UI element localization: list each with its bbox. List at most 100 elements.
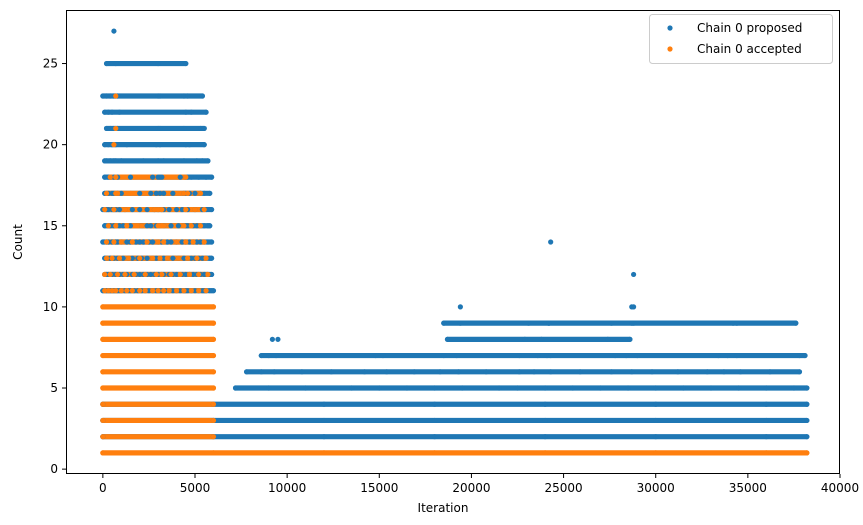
data-point-accepted bbox=[168, 271, 174, 278]
data-point-proposed bbox=[373, 352, 379, 359]
data-point-proposed bbox=[185, 93, 191, 99]
data-point-proposed bbox=[194, 158, 200, 164]
data-point-accepted bbox=[210, 385, 217, 391]
data-point-proposed bbox=[577, 369, 583, 375]
legend-label-proposed: Chain 0 proposed bbox=[697, 21, 802, 35]
data-point-proposed bbox=[275, 336, 281, 342]
data-point-proposed bbox=[542, 434, 548, 440]
data-point-proposed bbox=[266, 352, 272, 359]
data-point-proposed bbox=[623, 352, 629, 359]
data-point-proposed bbox=[653, 385, 659, 391]
data-point-proposed bbox=[105, 206, 111, 213]
data-point-proposed bbox=[170, 255, 176, 261]
data-point-proposed bbox=[454, 352, 460, 359]
data-point-accepted bbox=[102, 271, 108, 278]
data-point-proposed bbox=[431, 434, 438, 440]
data-point-accepted bbox=[164, 255, 170, 261]
data-point-proposed bbox=[183, 142, 189, 148]
data-point-proposed bbox=[183, 109, 189, 115]
data-point-accepted bbox=[109, 255, 115, 261]
data-point-accepted bbox=[111, 239, 117, 245]
data-point-accepted bbox=[105, 223, 111, 229]
data-point-proposed bbox=[767, 369, 773, 375]
data-point-accepted bbox=[100, 385, 106, 391]
data-point-proposed bbox=[181, 255, 187, 261]
data-point-proposed bbox=[629, 369, 635, 375]
data-point-proposed bbox=[269, 336, 275, 342]
legend-marker-proposed bbox=[667, 25, 673, 31]
data-point-proposed bbox=[441, 352, 447, 359]
data-point-proposed bbox=[179, 206, 185, 213]
data-point-proposed bbox=[737, 369, 744, 375]
data-point-proposed bbox=[129, 255, 135, 261]
y-tick-label: 20 bbox=[43, 138, 58, 152]
data-point-proposed bbox=[496, 385, 502, 391]
data-point-accepted bbox=[102, 288, 108, 294]
data-point-proposed bbox=[113, 60, 119, 67]
data-point-accepted bbox=[159, 271, 165, 278]
data-point-proposed bbox=[232, 385, 239, 391]
axes-frame bbox=[66, 10, 840, 474]
data-point-proposed bbox=[157, 190, 163, 196]
data-point-accepted bbox=[201, 239, 207, 245]
data-point-proposed bbox=[113, 158, 119, 164]
data-point-proposed bbox=[199, 255, 205, 261]
data-point-proposed bbox=[100, 93, 106, 99]
data-point-proposed bbox=[266, 385, 272, 391]
data-point-accepted bbox=[118, 239, 124, 245]
data-point-accepted bbox=[129, 288, 135, 294]
data-point-accepted bbox=[137, 255, 143, 261]
data-point-proposed bbox=[404, 385, 410, 391]
data-point-accepted bbox=[210, 450, 217, 456]
data-point-proposed bbox=[199, 93, 205, 99]
data-point-proposed bbox=[183, 271, 189, 278]
data-point-accepted bbox=[166, 288, 172, 294]
data-point-proposed bbox=[124, 239, 130, 245]
data-point-accepted bbox=[150, 255, 156, 261]
data-point-proposed bbox=[103, 93, 110, 99]
data-point-accepted bbox=[124, 223, 130, 229]
data-point-proposed bbox=[107, 93, 113, 99]
data-point-proposed bbox=[522, 336, 528, 342]
data-point-accepted bbox=[100, 417, 106, 424]
data-point-proposed bbox=[168, 239, 174, 245]
data-point-accepted bbox=[100, 320, 106, 326]
data-point-proposed bbox=[542, 385, 548, 391]
data-point-proposed bbox=[544, 352, 550, 359]
data-point-proposed bbox=[349, 385, 355, 391]
data-point-accepted bbox=[113, 223, 119, 229]
data-point-accepted bbox=[127, 190, 134, 196]
data-point-accepted bbox=[118, 288, 124, 294]
data-point-proposed bbox=[207, 223, 213, 229]
data-point-proposed bbox=[105, 142, 111, 148]
data-point-proposed bbox=[201, 125, 207, 132]
data-point-accepted bbox=[431, 450, 438, 456]
data-point-proposed bbox=[796, 369, 803, 375]
data-point-proposed bbox=[177, 174, 183, 180]
data-point-accepted bbox=[113, 93, 119, 99]
data-point-proposed bbox=[734, 320, 740, 326]
data-point-proposed bbox=[208, 239, 215, 245]
data-point-proposed bbox=[724, 352, 731, 359]
x-tick-label: 35000 bbox=[729, 481, 767, 495]
data-point-proposed bbox=[570, 385, 576, 391]
data-point-accepted bbox=[210, 434, 217, 440]
data-point-proposed bbox=[608, 369, 615, 375]
data-point-proposed bbox=[179, 239, 185, 245]
data-point-accepted bbox=[210, 304, 217, 310]
data-point-accepted bbox=[100, 401, 106, 407]
data-point-proposed bbox=[734, 352, 740, 359]
data-point-proposed bbox=[153, 142, 159, 148]
data-point-accepted bbox=[173, 239, 180, 245]
data-point-proposed bbox=[258, 352, 264, 359]
data-point-accepted bbox=[111, 142, 117, 148]
data-point-proposed bbox=[653, 417, 659, 424]
data-point-proposed bbox=[548, 239, 554, 245]
data-point-proposed bbox=[201, 223, 207, 229]
data-point-proposed bbox=[631, 304, 637, 310]
data-point-proposed bbox=[199, 158, 205, 164]
data-point-proposed bbox=[100, 239, 106, 245]
data-point-accepted bbox=[144, 239, 150, 245]
data-point-accepted bbox=[129, 239, 135, 245]
